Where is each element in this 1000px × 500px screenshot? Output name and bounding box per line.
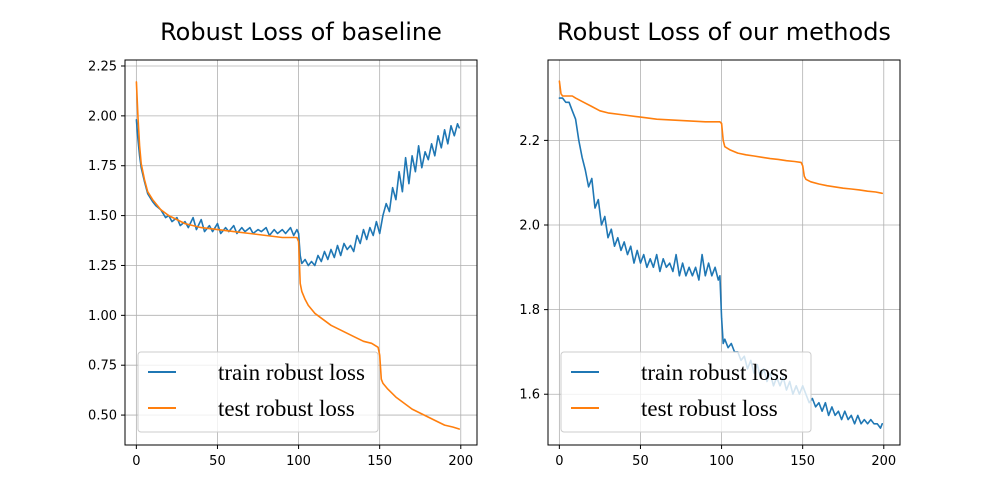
legend-label-test: test robust loss <box>218 396 355 421</box>
y-tick-label: 2.00 <box>88 109 117 124</box>
y-tick-label: 1.00 <box>88 309 117 324</box>
axes-frame <box>547 59 901 446</box>
x-tick-label: 100 <box>709 454 734 469</box>
series-line-train <box>558 97 884 429</box>
x-tick-label: 200 <box>871 454 896 469</box>
x-tick-label: 50 <box>209 454 226 469</box>
y-tick-label: 2.0 <box>519 219 540 234</box>
x-tick-label: 0 <box>555 454 563 469</box>
left-plot-baseline: Robust Loss of baseline 0 50 100 150 200 0.50 0… <box>88 18 478 469</box>
legend-box <box>560 351 812 433</box>
series-line-test <box>135 81 461 430</box>
chart-title: Robust Loss of our methods <box>557 18 891 46</box>
legend: train robust loss test robust loss <box>560 351 812 433</box>
y-tick-label: 2.2 <box>519 134 540 149</box>
axes-frame <box>124 59 478 446</box>
y-tick-label: 1.8 <box>519 303 540 318</box>
legend-box <box>137 351 379 433</box>
x-tick-label: 150 <box>790 454 815 469</box>
legend-label-train: train robust loss <box>641 360 788 385</box>
y-tick-label: 0.50 <box>88 409 117 424</box>
y-tick-label: 1.25 <box>88 259 117 274</box>
right-plot-our-methods: Robust Loss of our methods 0 50 100 150 200 1.… <box>519 18 901 469</box>
x-tick-label: 0 <box>132 454 140 469</box>
y-tick-label: 0.75 <box>88 359 117 374</box>
legend: train robust loss test robust loss <box>137 351 379 433</box>
y-tick-label: 1.75 <box>88 159 117 174</box>
x-tick-label: 50 <box>632 454 649 469</box>
y-tick-label: 1.6 <box>519 388 540 403</box>
chart-title: Robust Loss of baseline <box>160 18 442 46</box>
x-tick-label: 150 <box>367 454 392 469</box>
x-tick-label: 100 <box>286 454 311 469</box>
legend-label-train: train robust loss <box>218 360 365 385</box>
y-tick-label: 2.25 <box>88 59 117 74</box>
series-line-train <box>135 119 461 267</box>
legend-label-test: test robust loss <box>641 396 778 421</box>
x-tick-label: 200 <box>448 454 473 469</box>
series-line-test <box>558 80 884 195</box>
y-tick-label: 1.50 <box>88 209 117 224</box>
